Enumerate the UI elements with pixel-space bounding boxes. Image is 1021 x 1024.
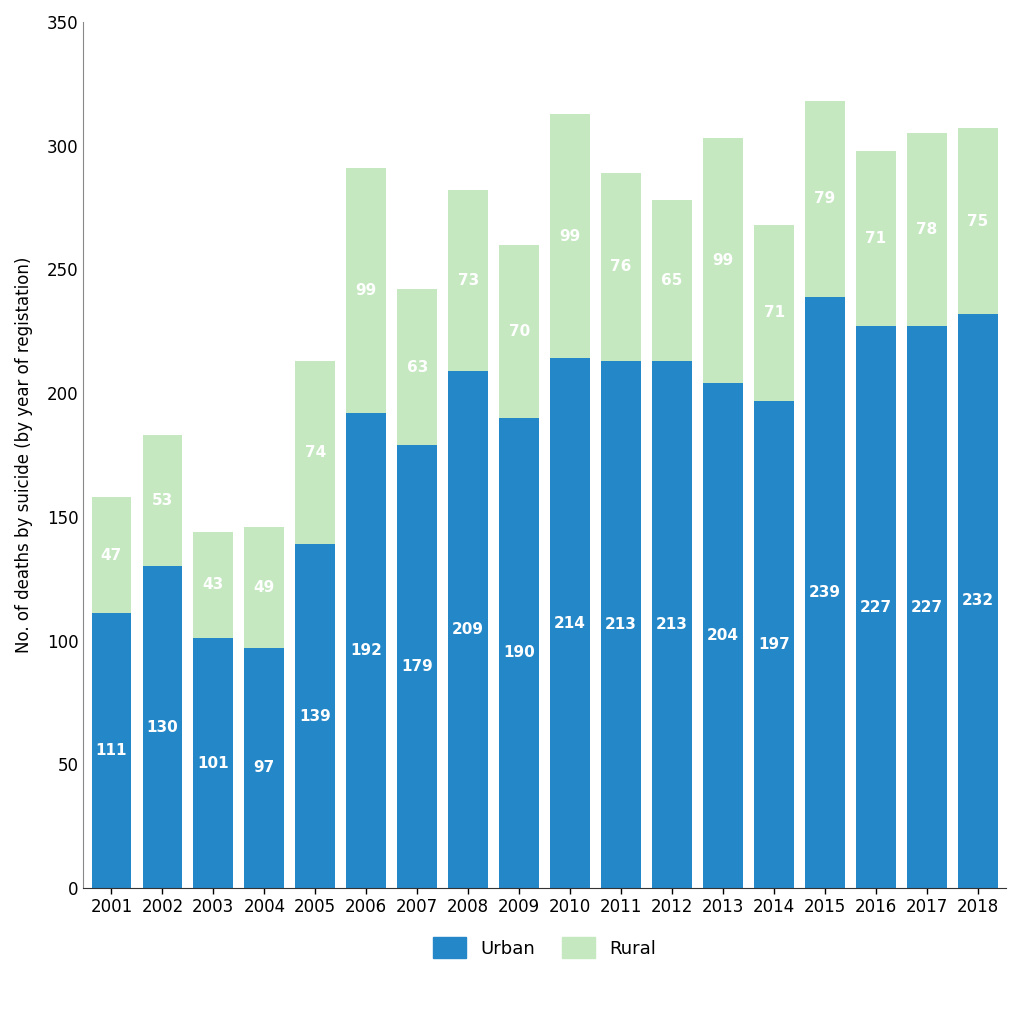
Bar — [346, 168, 386, 413]
Bar — [499, 418, 539, 888]
Text: 53: 53 — [152, 494, 173, 508]
Bar — [143, 566, 183, 888]
Text: 63: 63 — [406, 359, 428, 375]
Text: 73: 73 — [457, 273, 479, 288]
Y-axis label: No. of deaths by suicide (by year of registation): No. of deaths by suicide (by year of reg… — [15, 257, 33, 653]
Text: 179: 179 — [401, 659, 433, 674]
Bar — [806, 297, 845, 888]
Text: 213: 213 — [605, 617, 637, 632]
Text: 232: 232 — [962, 594, 994, 608]
Text: 209: 209 — [452, 622, 484, 637]
Text: 76: 76 — [611, 259, 632, 274]
Bar — [907, 327, 946, 888]
Bar — [244, 526, 284, 648]
Text: 99: 99 — [355, 283, 377, 298]
Bar — [601, 173, 641, 361]
Bar — [857, 151, 895, 327]
Text: 111: 111 — [96, 743, 128, 758]
Text: 227: 227 — [911, 600, 943, 614]
Text: 47: 47 — [101, 548, 123, 563]
Bar — [92, 613, 132, 888]
Bar — [755, 400, 794, 888]
Bar — [857, 327, 895, 888]
Text: 74: 74 — [304, 445, 326, 460]
Bar — [397, 289, 437, 445]
Text: 75: 75 — [967, 214, 988, 228]
Bar — [958, 314, 998, 888]
Text: 192: 192 — [350, 643, 382, 658]
Text: 71: 71 — [764, 305, 784, 321]
Bar — [703, 383, 743, 888]
Text: 197: 197 — [759, 637, 790, 651]
Text: 43: 43 — [203, 578, 224, 593]
Legend: Urban, Rural: Urban, Rural — [426, 930, 664, 966]
Bar — [193, 531, 233, 638]
Bar — [448, 190, 488, 371]
Text: 97: 97 — [253, 761, 275, 775]
Bar — [806, 101, 845, 297]
Text: 71: 71 — [866, 231, 886, 246]
Text: 227: 227 — [860, 600, 892, 614]
Text: 214: 214 — [554, 615, 586, 631]
Bar — [499, 245, 539, 418]
Text: 99: 99 — [713, 253, 734, 268]
Text: 79: 79 — [815, 191, 835, 207]
Bar — [755, 225, 794, 400]
Bar — [92, 497, 132, 613]
Bar — [295, 361, 335, 544]
Text: 101: 101 — [197, 756, 229, 770]
Bar — [143, 435, 183, 566]
Bar — [448, 371, 488, 888]
Bar — [397, 445, 437, 888]
Bar — [295, 544, 335, 888]
Bar — [907, 133, 946, 327]
Bar — [193, 638, 233, 888]
Text: 99: 99 — [560, 228, 581, 244]
Text: 204: 204 — [708, 628, 739, 643]
Bar — [244, 648, 284, 888]
Bar — [958, 128, 998, 314]
Text: 130: 130 — [146, 720, 179, 734]
Text: 65: 65 — [662, 273, 683, 288]
Text: 70: 70 — [508, 324, 530, 339]
Text: 139: 139 — [299, 709, 331, 724]
Bar — [550, 358, 590, 888]
Text: 213: 213 — [657, 617, 688, 632]
Text: 239: 239 — [809, 585, 841, 600]
Bar — [346, 413, 386, 888]
Bar — [703, 138, 743, 383]
Bar — [652, 361, 692, 888]
Text: 78: 78 — [917, 222, 937, 238]
Text: 190: 190 — [503, 645, 535, 660]
Text: 49: 49 — [253, 580, 275, 595]
Bar — [550, 114, 590, 358]
Bar — [601, 361, 641, 888]
Bar — [652, 200, 692, 361]
